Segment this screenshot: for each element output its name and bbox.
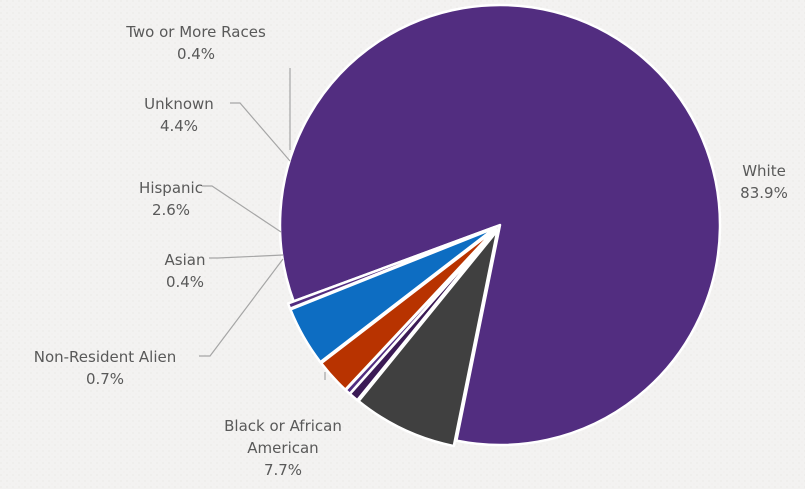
- pie-slices: [278, 3, 722, 448]
- data-label-category: White: [742, 162, 786, 180]
- pie-slice-black-or-african-american: [357, 229, 499, 448]
- data-label-category: American: [247, 439, 318, 457]
- data-label-percent: 0.4%: [166, 273, 204, 291]
- data-label-category: Asian: [165, 251, 206, 269]
- data-labels: White 83.9% Black or African American 7.7% No…: [34, 23, 788, 479]
- data-label-percent: 0.7%: [86, 370, 124, 388]
- data-label-category: Two or More Races: [125, 23, 266, 41]
- data-label-white: White 83.9%: [740, 162, 788, 202]
- leader-line-non-resident-alien: [199, 258, 284, 357]
- data-label-unknown: Unknown 4.4%: [144, 95, 214, 135]
- leader-lines: [199, 68, 326, 380]
- data-label-non-resident-alien: Non-Resident Alien 0.7%: [34, 348, 177, 388]
- data-label-percent: 2.6%: [152, 201, 190, 219]
- data-label-category: Hispanic: [139, 179, 203, 197]
- data-label-percent: 4.4%: [160, 117, 198, 135]
- pie-slice-two-or-more-races: [286, 225, 496, 310]
- data-label-percent: 7.7%: [264, 461, 302, 479]
- leader-line-asian: [209, 254, 284, 259]
- data-label-black-or-african-american: Black or African American 7.7%: [224, 417, 342, 479]
- data-label-category: Black or African: [224, 417, 342, 435]
- pie-slice-white: [278, 3, 722, 447]
- pie-slice-hispanic: [319, 227, 497, 391]
- data-label-category: Non-Resident Alien: [34, 348, 177, 366]
- data-label-two-or-more-races: Two or More Races 0.4%: [125, 23, 266, 63]
- data-label-percent: 0.4%: [177, 45, 215, 63]
- data-label-percent: 83.9%: [740, 184, 788, 202]
- data-label-category: Unknown: [144, 95, 214, 113]
- data-label-asian: Asian 0.4%: [165, 251, 206, 291]
- leader-line-hispanic: [202, 185, 282, 233]
- data-label-hispanic: Hispanic 2.6%: [139, 179, 203, 219]
- leader-line-unknown: [230, 102, 291, 162]
